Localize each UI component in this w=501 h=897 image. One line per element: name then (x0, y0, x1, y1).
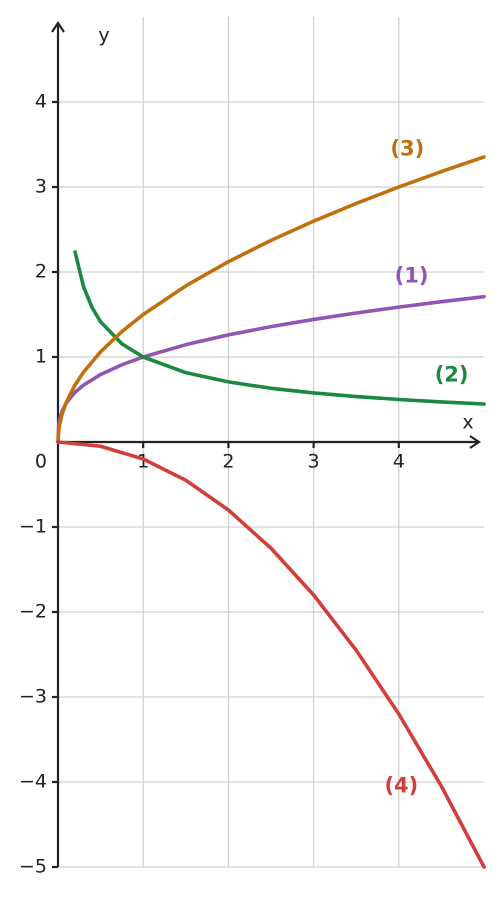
curve (73, 250, 486, 406)
y-tick-label: 0 (35, 451, 47, 473)
y-tick-label: 4 (35, 91, 47, 113)
y-tick-label: −5 (19, 856, 47, 878)
y-tick-label: −1 (19, 516, 47, 538)
y-tick-label: 1 (35, 346, 47, 368)
curve-label: (1) (395, 263, 429, 287)
y-axis-label: y (98, 25, 109, 47)
x-axis-arrow (469, 435, 481, 449)
curve-label: (2) (435, 363, 469, 387)
curve-label: (4) (384, 773, 418, 797)
y-tick-label: 3 (35, 176, 47, 198)
x-tick-label: 3 (308, 451, 320, 473)
x-tick-label: 2 (222, 451, 234, 473)
y-tick-label: 2 (35, 261, 47, 283)
y-tick-label: −2 (19, 601, 47, 623)
curve (56, 440, 486, 869)
x-axis-label: x (462, 412, 473, 434)
y-axis-arrow (51, 21, 65, 33)
y-tick-label: −3 (19, 686, 47, 708)
x-tick-label: 4 (393, 451, 405, 473)
curve (56, 294, 486, 444)
curve-label: (3) (390, 137, 424, 161)
curve (56, 155, 486, 444)
y-tick-label: −4 (19, 771, 47, 793)
x-tick-label: 1 (137, 451, 149, 473)
